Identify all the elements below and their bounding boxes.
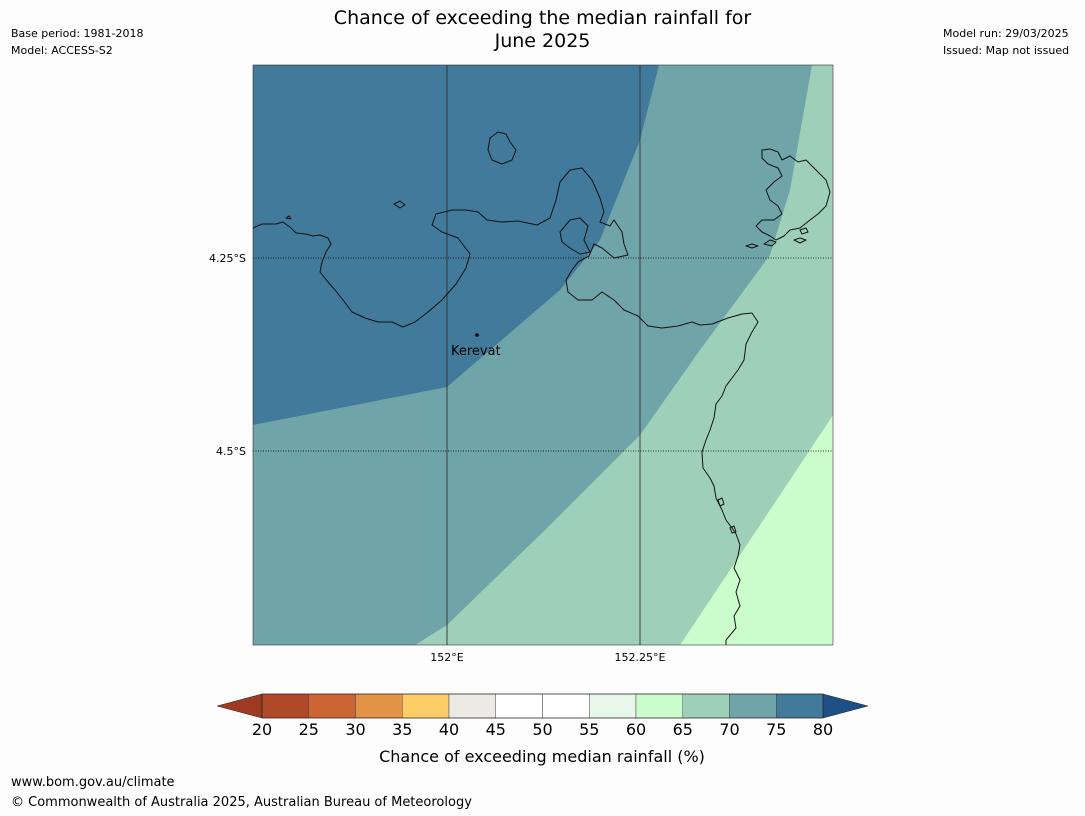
colorbar-tick-label: 70 [719,720,739,739]
colorbar-bin [635,693,683,719]
colorbar-tick-label: 60 [626,720,646,739]
title-line-2: June 2025 [494,30,591,52]
colorbar-tick-label: 55 [579,720,599,739]
lat-label-4-25s: 4.25°S [209,252,246,265]
colorbar-bin [308,693,356,719]
colorbar-tick-label: 25 [299,720,319,739]
meta-left: Base period: 1981-2018 Model: ACCESS-S2 [11,25,143,59]
colorbar: 20 25 30 35 40 45 50 55 60 65 70 75 80 [216,693,869,739]
colorbar-tick-label: 75 [766,720,786,739]
zone-60-65 [680,415,833,645]
colorbar-bin [589,693,637,719]
map-title: Chance of exceeding the median rainfall … [240,7,845,53]
model-name: Model: ACCESS-S2 [11,44,113,57]
website-link[interactable]: www.bom.gov.au/climate [11,775,175,790]
colorbar-tick-label: 80 [813,720,833,739]
colorbar-bin [495,693,543,719]
colorbar-tick-label: 30 [345,720,365,739]
colorbar-bin [682,693,730,719]
colorbar-low-arrow [216,693,263,719]
colorbar-bin [776,693,824,719]
lon-label-152-25e: 152.25°E [615,651,666,664]
colorbar-tick-label: 65 [673,720,693,739]
rainfall-probability-map [253,65,833,645]
colorbar-tick-label: 35 [392,720,412,739]
colorbar-bin [402,693,450,719]
base-period: Base period: 1981-2018 [11,27,144,40]
meta-right: Model run: 29/03/2025 Issued: Map not is… [943,25,1069,59]
model-run: Model run: 29/03/2025 [943,27,1069,40]
colorbar-tick-label: 20 [252,720,272,739]
title-line-1: Chance of exceeding the median rainfall … [333,7,752,29]
colorbar-bin [355,693,403,719]
colorbar-bin [542,693,590,719]
coastline [253,131,831,645]
zone-65-70 [415,65,833,645]
colorbar-tick-label: 45 [486,720,506,739]
colorbar-label: Chance of exceeding median rainfall (%) [379,747,705,766]
issued-status: Issued: Map not issued [943,44,1070,57]
colorbar-bin [729,693,777,719]
colorbar-tick-label: 40 [439,720,459,739]
zone-75-80 [253,65,659,425]
lon-label-152e: 152°E [430,651,463,664]
colorbar-high-arrow [822,693,869,719]
colorbar-bin [261,693,309,719]
colorbar-outline [261,693,824,719]
kerevat-marker [475,333,479,337]
kerevat-label: Kerevat [451,344,501,359]
colorbar-tick-label: 50 [532,720,552,739]
map-frame [252,64,834,646]
copyright-text: © Commonwealth of Australia 2025, Austra… [11,795,472,810]
lat-label-4-5s: 4.5°S [216,445,246,458]
colorbar-bin [448,693,496,719]
